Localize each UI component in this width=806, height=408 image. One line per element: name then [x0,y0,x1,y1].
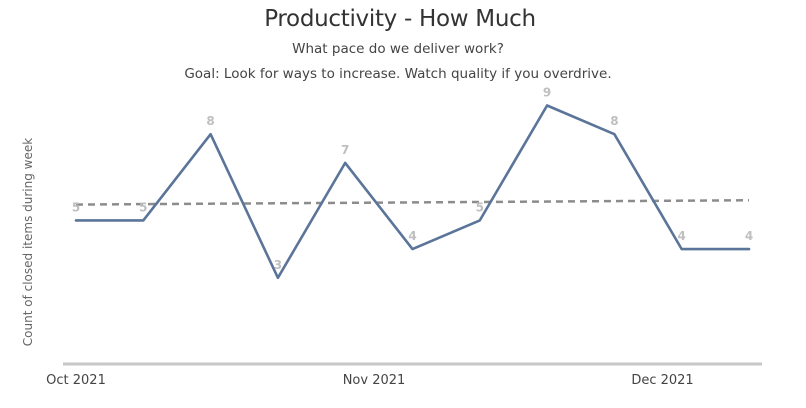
chart-title: Productivity - How Much [264,6,536,32]
x-tick-label: Dec 2021 [631,373,693,388]
data-label: 4 [745,229,753,243]
data-label: 4 [678,229,686,243]
data-label: 5 [72,200,80,214]
data-label: 5 [476,200,484,214]
data-label: 9 [543,86,551,100]
data-label: 8 [610,114,618,128]
chart-goal-subtitle: Goal: Look for ways to increase. Watch q… [184,66,612,82]
data-label: 7 [341,143,349,157]
data-label: 5 [139,200,147,214]
series-line [74,104,751,280]
trend-line [75,199,750,206]
x-tick-label: Nov 2021 [343,373,406,388]
chart-subtitle: What pace do we deliver work? [292,41,504,57]
data-label: 4 [408,229,416,243]
x-tick-label: Oct 2021 [46,373,106,388]
data-label: 3 [274,258,282,272]
data-label: 8 [206,114,214,128]
